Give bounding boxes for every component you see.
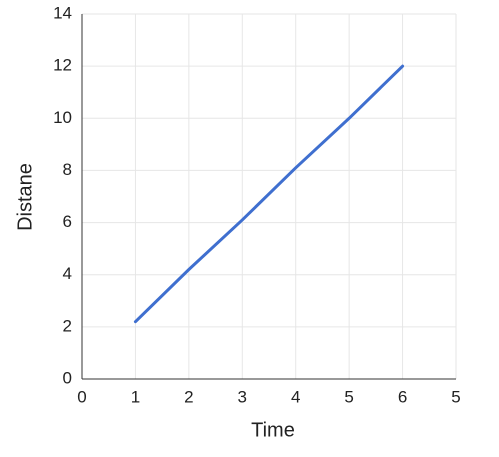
y-tick-label: 2 [63,316,72,335]
y-tick-label: 12 [53,56,72,75]
x-tick-label: 6 [398,387,407,406]
y-tick-label: 14 [53,3,72,22]
x-tick-label: 5 [451,387,460,406]
y-tick-label: 0 [63,368,72,387]
x-tick-label: 4 [291,387,300,406]
y-axis-title: Distane [14,163,36,231]
y-tick-label: 4 [63,264,72,283]
x-tick-label: 2 [184,387,193,406]
data-line [133,64,405,324]
x-tick-label: 0 [77,387,86,406]
y-tick-label: 10 [53,108,72,127]
y-tick-label: 8 [63,160,72,179]
x-tick-label: 5 [344,387,353,406]
x-tick-label: 3 [238,387,247,406]
x-axis-title: Time [251,419,295,441]
x-tick-label: 1 [131,387,140,406]
y-tick-label: 6 [63,212,72,231]
